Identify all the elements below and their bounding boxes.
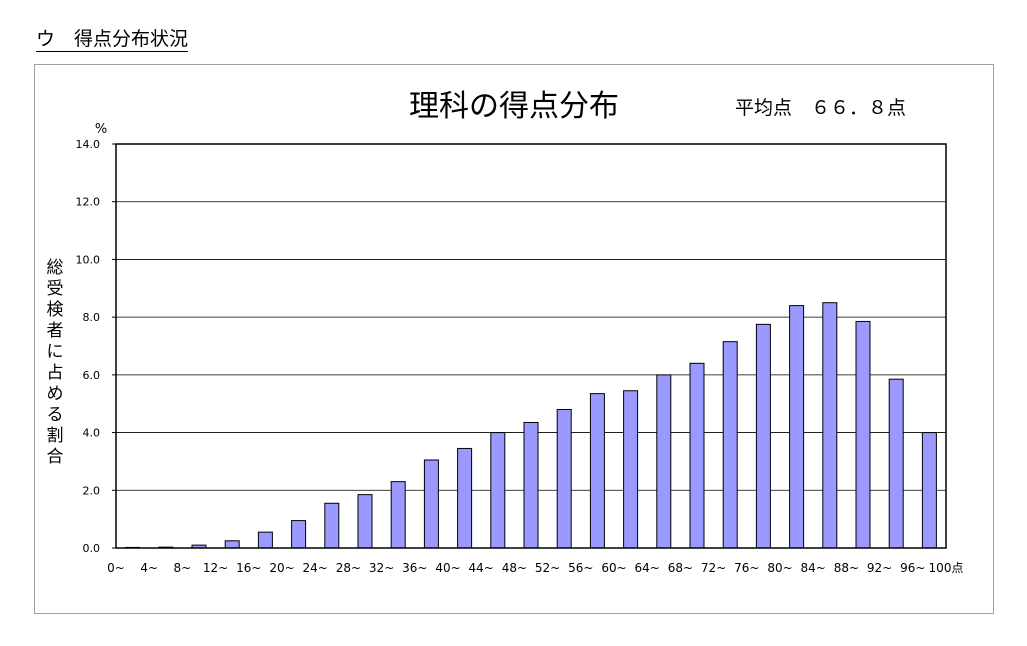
y-axis-label-char: 総	[46, 258, 64, 278]
bar-88~92	[855, 320, 871, 549]
y-tick-label: 2.0	[83, 484, 101, 497]
bar-84~88	[822, 302, 838, 549]
x-tick-label: 48~	[502, 561, 527, 575]
bar-16~20	[257, 531, 273, 549]
x-tick-label: 24~	[303, 561, 328, 575]
x-tick-labels: 0~ 4~ 8~ 12~ 16~ 20~ 24~ 28~ 32~ 36~ 40~ 44~ 48~ 52~ 5…	[107, 561, 963, 575]
x-tick-label: 0~	[107, 561, 125, 575]
y-axis-label-char: 者	[46, 321, 64, 341]
x-tick-label: 32~	[369, 561, 394, 575]
bar-68~72	[689, 362, 705, 549]
y-axis-label-char: 占	[46, 363, 64, 383]
chart-frame	[34, 64, 994, 614]
bar-32~36	[390, 481, 406, 549]
y-axis-label: 総受検者に占める割合	[44, 258, 66, 468]
x-tick-label: 12~	[203, 561, 228, 575]
bar-48~52	[523, 421, 539, 549]
bar-52~56	[556, 408, 572, 549]
x-tick-label: 4~	[140, 561, 158, 575]
x-tick-label: 44~	[469, 561, 494, 575]
y-axis-label-char: に	[46, 342, 64, 362]
bar-24~28	[324, 502, 340, 549]
bar-44~48	[490, 432, 506, 549]
bar-36~40	[423, 459, 439, 549]
y-axis-label-char: 受	[46, 279, 64, 299]
x-tick-label: 100点	[929, 561, 964, 575]
x-tick-label: 56~	[568, 561, 593, 575]
y-tick-label: 10.0	[76, 253, 101, 266]
x-tick-label: 76~	[734, 561, 759, 575]
x-tick-label: 20~	[269, 561, 294, 575]
x-tick-label: 72~	[701, 561, 726, 575]
y-tick-label: 4.0	[83, 427, 101, 440]
x-tick-label: 68~	[668, 561, 693, 575]
x-tick-label: 52~	[535, 561, 560, 575]
x-tick-label: 84~	[801, 561, 826, 575]
x-tick-label: 88~	[834, 561, 859, 575]
bar-12~16	[224, 540, 240, 549]
bars	[125, 302, 937, 549]
y-tick-labels: 0.0 2.0 4.0 6.0 8.0 10.0 12.0 14.0	[76, 138, 116, 555]
bar-28~32	[357, 494, 373, 549]
x-tick-label: 16~	[236, 561, 261, 575]
x-tick-label: 64~	[635, 561, 660, 575]
bar-56~60	[589, 393, 605, 549]
y-tick-label: 8.0	[83, 311, 101, 324]
bar-40~44	[457, 447, 473, 549]
bar-72~76	[722, 341, 738, 549]
y-tick-label: 6.0	[83, 369, 101, 382]
bar-64~68	[656, 374, 672, 549]
x-tick-label: 96~	[900, 561, 925, 575]
y-unit-label: %	[95, 122, 107, 137]
bar-92~96	[888, 378, 904, 549]
x-tick-label: 36~	[402, 561, 427, 575]
bar-96~100	[921, 432, 937, 549]
x-tick-label: 92~	[867, 561, 892, 575]
y-axis-label-char: 合	[46, 447, 64, 467]
bar-80~84	[789, 305, 805, 549]
x-tick-label: 60~	[601, 561, 626, 575]
bar-20~24	[291, 520, 307, 549]
x-tick-label: 28~	[336, 561, 361, 575]
bar-60~64	[623, 390, 639, 549]
y-axis-label-char: 割	[46, 426, 64, 446]
plot-area-border	[115, 143, 947, 549]
section-heading: ウ 得点分布状況	[36, 28, 189, 52]
x-tick-label: 80~	[767, 561, 792, 575]
y-axis-label-char: 検	[46, 300, 64, 320]
chart-title: 理科の得点分布	[409, 89, 619, 124]
y-tick-label: 0.0	[83, 542, 101, 555]
average-score-label: 平均点 ６６．８点	[735, 97, 906, 119]
y-tick-label: 14.0	[76, 138, 101, 151]
y-tick-label: 12.0	[76, 196, 101, 209]
x-tick-label: 8~	[174, 561, 192, 575]
y-axis-label-char: め	[46, 384, 64, 404]
y-axis-label-char: る	[46, 405, 64, 425]
bar-76~80	[755, 323, 771, 549]
x-tick-label: 40~	[435, 561, 460, 575]
